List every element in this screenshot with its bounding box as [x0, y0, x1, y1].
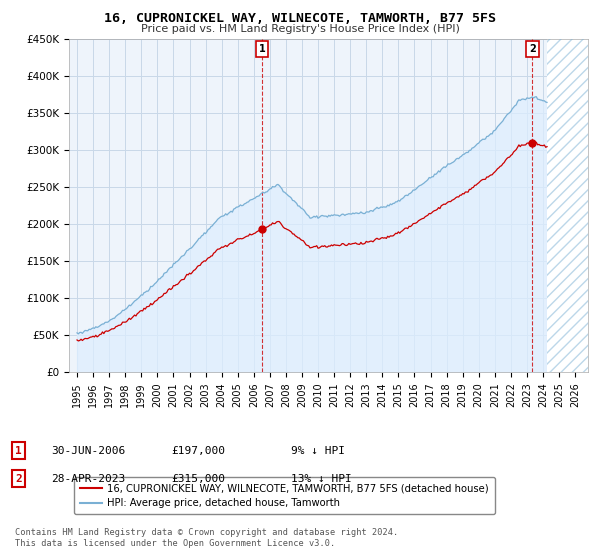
Bar: [547, 39, 588, 372]
Text: 16, CUPRONICKEL WAY, WILNECOTE, TAMWORTH, B77 5FS: 16, CUPRONICKEL WAY, WILNECOTE, TAMWORTH…: [104, 12, 496, 25]
Text: Price paid vs. HM Land Registry's House Price Index (HPI): Price paid vs. HM Land Registry's House …: [140, 24, 460, 34]
Text: £315,000: £315,000: [171, 474, 225, 484]
Text: 30-JUN-2006: 30-JUN-2006: [51, 446, 125, 456]
Text: 2: 2: [529, 44, 536, 54]
Text: 1: 1: [259, 44, 265, 54]
Bar: [547, 39, 588, 372]
Text: £197,000: £197,000: [171, 446, 225, 456]
Text: Contains HM Land Registry data © Crown copyright and database right 2024.
This d: Contains HM Land Registry data © Crown c…: [15, 528, 398, 548]
Text: 28-APR-2023: 28-APR-2023: [51, 474, 125, 484]
Text: 13% ↓ HPI: 13% ↓ HPI: [291, 474, 352, 484]
Legend: 16, CUPRONICKEL WAY, WILNECOTE, TAMWORTH, B77 5FS (detached house), HPI: Average: 16, CUPRONICKEL WAY, WILNECOTE, TAMWORTH…: [74, 477, 494, 514]
Text: 2: 2: [15, 474, 22, 484]
Text: 1: 1: [15, 446, 22, 456]
Text: 9% ↓ HPI: 9% ↓ HPI: [291, 446, 345, 456]
